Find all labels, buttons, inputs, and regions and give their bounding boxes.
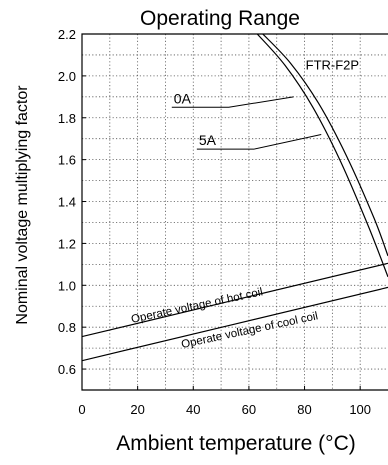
x-tick-label: 40 (186, 402, 200, 417)
y-tick-label: 1.8 (58, 111, 76, 126)
annotation-0a-leader (171, 96, 294, 108)
y-tick-label: 2.0 (58, 69, 76, 84)
chart-title: Operating Range (140, 7, 300, 30)
y-tick-label: 2.2 (58, 27, 76, 42)
plot-area: 0 20 40 60 80 100 0.6 0.8 1.0 1.2 1.4 1.6 1.8 2.0 2.2 F… (58, 27, 388, 417)
x-tick-label: 60 (242, 402, 256, 417)
series-line-0a (262, 34, 388, 257)
y-tick-label: 1.6 (58, 153, 76, 168)
x-tick-label: 0 (78, 402, 85, 417)
y-tick-label: 1.0 (58, 278, 76, 293)
series-line-5a (256, 34, 388, 278)
y-tick-label: 0.6 (58, 362, 76, 377)
annotation-0a-label: 0A (174, 90, 192, 106)
x-tick-label: 80 (297, 402, 311, 417)
series-line-cool-coil (82, 286, 388, 362)
plot-frame (81, 33, 388, 391)
x-tick-label: 20 (130, 402, 144, 417)
annotation-5a-leader (196, 134, 322, 150)
series-line-hot-coil (82, 262, 388, 338)
annotation-model-name: FTR-F2P (306, 58, 359, 73)
y-tick-label: 1.2 (58, 236, 76, 251)
y-tick-label: 1.4 (58, 195, 76, 210)
annotation-cool-coil: Operate voltage of cool coil (180, 310, 319, 351)
annotation-5a-label: 5A (199, 132, 217, 148)
x-tick-label: 100 (349, 402, 371, 417)
x-axis-label: Ambient temperature (°C) (116, 432, 355, 455)
y-axis-label: Nominal voltage multiplying factor (14, 85, 31, 325)
y-tick-label: 0.8 (58, 320, 76, 335)
